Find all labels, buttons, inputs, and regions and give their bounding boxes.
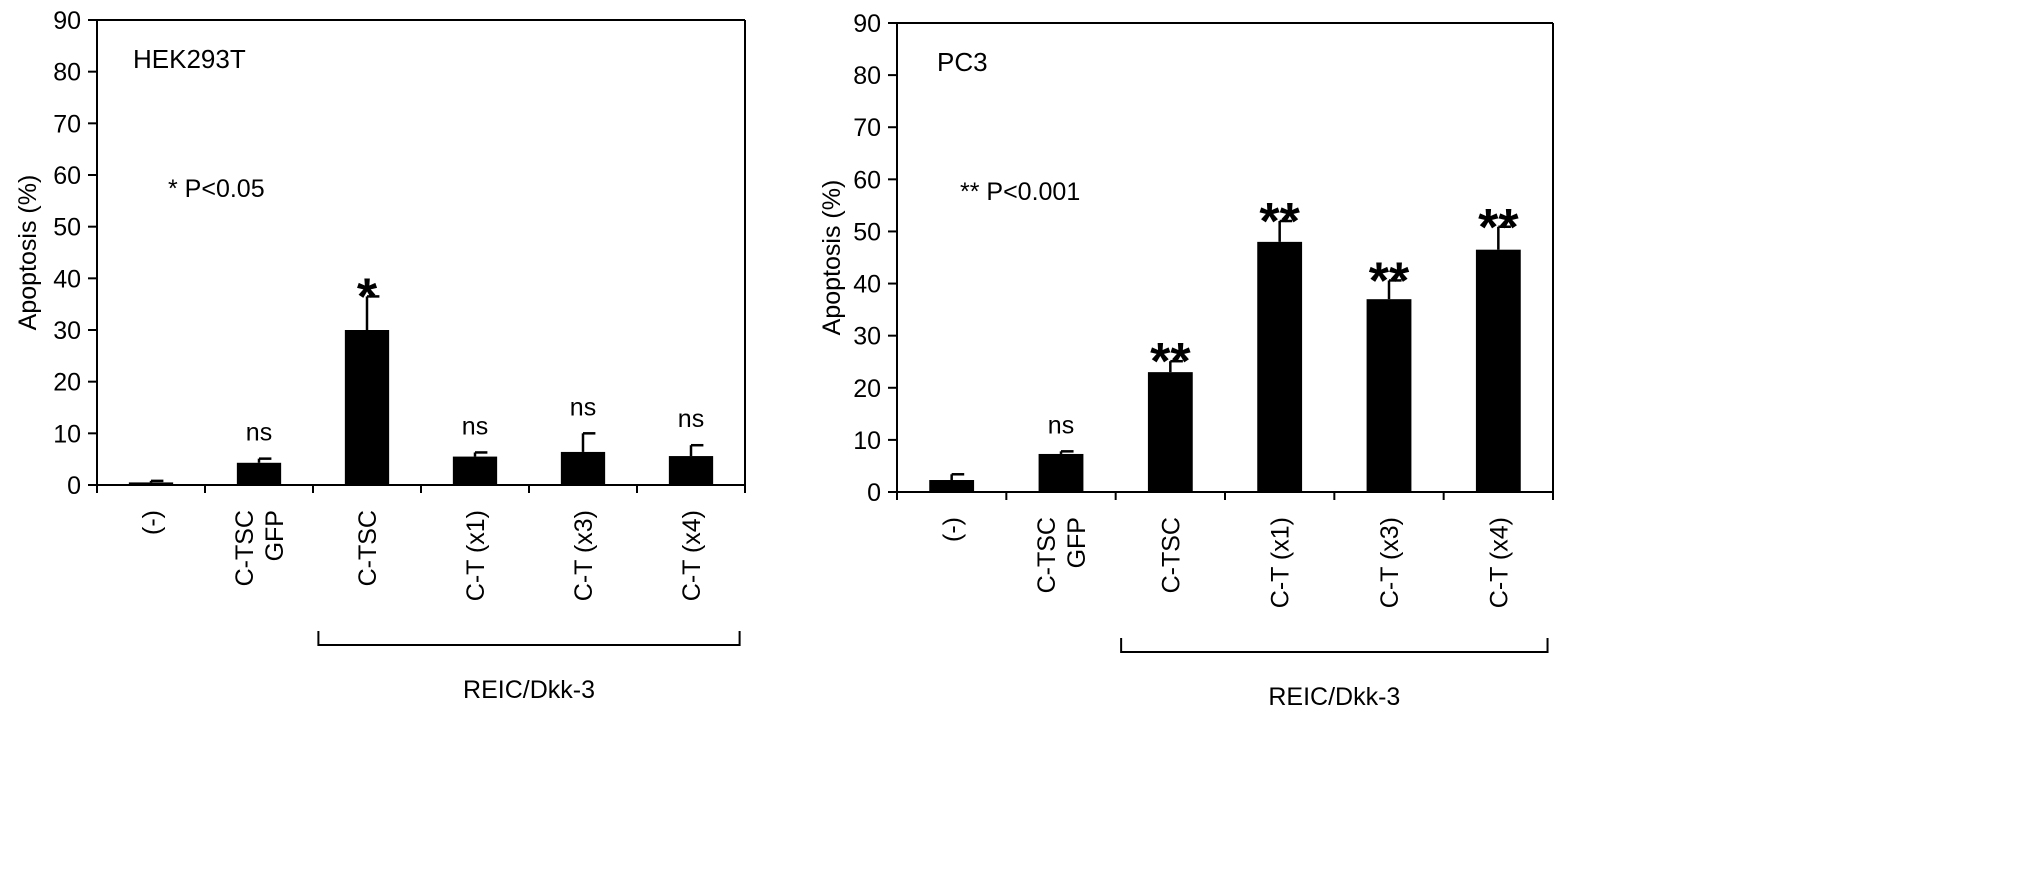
- significance-label: **: [1369, 252, 1410, 310]
- y-tick-label: 50: [53, 214, 81, 242]
- y-axis-label: Apoptosis (%): [818, 180, 846, 336]
- bar: [560, 451, 606, 485]
- significance-label: **: [1259, 193, 1300, 251]
- significance-label: ns: [246, 419, 272, 447]
- y-tick-label: 10: [53, 420, 81, 448]
- significance-note: * P<0.05: [168, 175, 265, 203]
- bar: [452, 456, 498, 485]
- x-category-label: C-T (x4): [1485, 517, 1513, 608]
- y-tick-label: 70: [853, 114, 881, 142]
- significance-label: ns: [678, 405, 704, 433]
- y-tick-label: 20: [53, 369, 81, 397]
- panel-label: PC3: [937, 47, 988, 77]
- y-tick-label: 40: [853, 271, 881, 299]
- x-category-label: C-T (x1): [1267, 517, 1295, 608]
- significance-note: ** P<0.001: [960, 178, 1080, 206]
- x-category-label: C-T (x4): [678, 510, 706, 601]
- y-tick-label: 60: [53, 162, 81, 190]
- y-tick-label: 30: [53, 317, 81, 345]
- group-bracket-label: REIC/Dkk-3: [463, 676, 595, 704]
- group-bracket-label: REIC/Dkk-3: [1268, 683, 1400, 711]
- y-tick-label: 20: [853, 375, 881, 403]
- significance-label: ns: [462, 412, 488, 440]
- x-category-label: C-TSC: [354, 510, 382, 586]
- y-tick-label: 0: [867, 479, 881, 507]
- y-tick-label: 60: [853, 166, 881, 194]
- bar: [344, 330, 390, 485]
- y-tick-label: 30: [853, 323, 881, 351]
- x-category-label: C-TSC: [1033, 517, 1061, 593]
- y-tick-label: 90: [53, 7, 81, 35]
- x-category-label: C-TSC: [231, 510, 259, 586]
- x-category-label: GFP: [1063, 517, 1091, 568]
- significance-label: *: [357, 268, 378, 326]
- bar: [1366, 299, 1412, 492]
- x-category-label: C-TSC: [1157, 517, 1185, 593]
- y-tick-label: 40: [53, 265, 81, 293]
- y-axis-label: Apoptosis (%): [14, 175, 42, 331]
- y-tick-label: 80: [853, 62, 881, 90]
- x-category-label: (-): [939, 517, 967, 542]
- x-category-label: (-): [138, 510, 166, 535]
- bar: [236, 462, 282, 485]
- significance-label: **: [1478, 199, 1519, 257]
- chart-panel-pc3: 0 10 20 30 40 50 60 70 80 90 Apoptosis (%) PC3 ** P<…: [818, 10, 1554, 711]
- significance-label: ns: [1048, 411, 1074, 439]
- bar: [128, 482, 174, 485]
- y-tick-label: 0: [67, 472, 81, 500]
- y-tick-label: 70: [53, 110, 81, 138]
- bar: [1038, 453, 1084, 492]
- bar: [929, 480, 975, 492]
- bar: [1475, 249, 1521, 492]
- x-category-label: C-T (x3): [1376, 517, 1404, 608]
- y-tick-label: 80: [53, 59, 81, 87]
- chart-panel-hek293t: 0 10 20 30 40 50 60 70 80 90 Apoptosis (%) HEK293T *…: [14, 7, 746, 704]
- significance-label: **: [1150, 333, 1191, 391]
- group-bracket: [317, 631, 741, 646]
- significance-label: ns: [570, 393, 596, 421]
- x-category-label: GFP: [261, 510, 289, 561]
- bar: [668, 456, 714, 485]
- group-bracket: [1120, 638, 1549, 653]
- x-category-label: C-T (x3): [570, 510, 598, 601]
- y-tick-label: 50: [853, 218, 881, 246]
- panel-label: HEK293T: [133, 44, 246, 74]
- y-tick-label: 10: [853, 427, 881, 455]
- bar: [1257, 241, 1303, 492]
- bar: [1147, 372, 1193, 492]
- x-category-label: C-T (x1): [462, 510, 490, 601]
- y-tick-label: 90: [853, 10, 881, 38]
